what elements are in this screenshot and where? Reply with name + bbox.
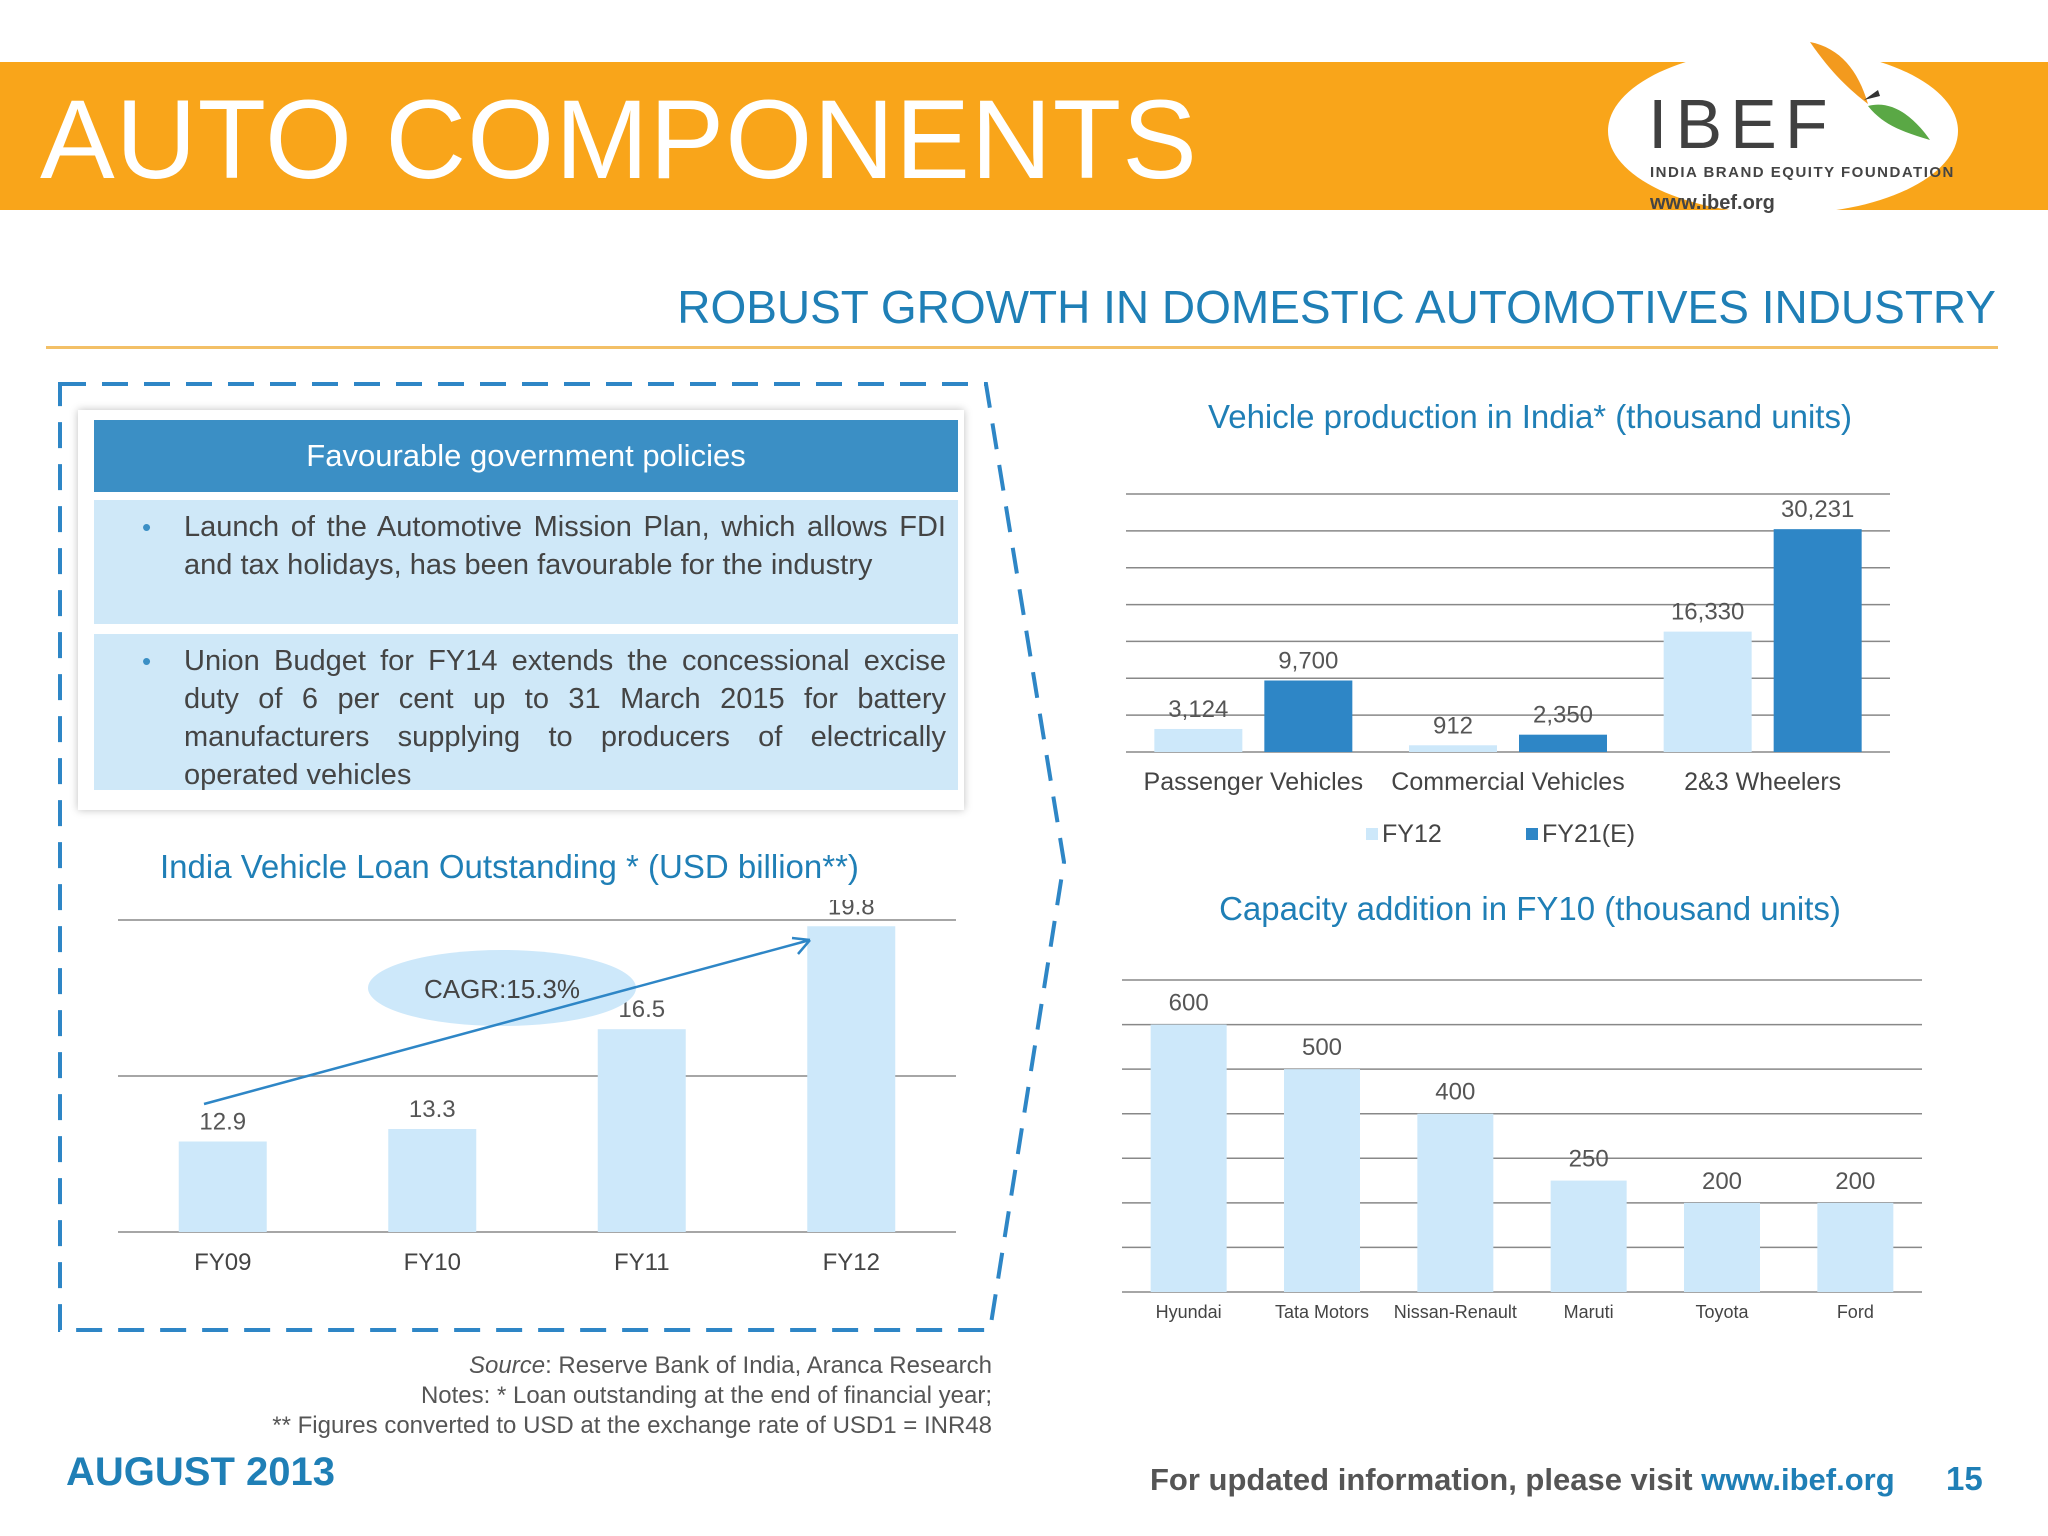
production-chart: 3,124 9,700 Passenger Vehicles 912 2,350 Comm…	[1126, 493, 1890, 848]
data-label: 30,231	[1781, 496, 1854, 523]
bar-fy12	[1409, 745, 1497, 752]
x-tick-label: Tata Motors	[1275, 1302, 1369, 1322]
x-tick-label: Nissan-Renault	[1394, 1302, 1517, 1322]
footer-visit: For updated information, please visit ww…	[1150, 1462, 1895, 1498]
data-label: 200	[1835, 1168, 1875, 1195]
capacity-chart-title: Capacity addition in FY10 (thousand unit…	[1219, 890, 1841, 927]
data-label: 13.3	[409, 1096, 456, 1123]
bar-fy12	[1663, 631, 1752, 752]
bullet-icon: •	[142, 512, 152, 542]
bar-fy21-e-	[1773, 529, 1862, 752]
policy-text: Union Budget for FY14 extends the conces…	[184, 645, 946, 791]
logo-wordmark: IBEF	[1648, 85, 1836, 163]
bird-logo-icon	[1810, 42, 1930, 140]
policy-text: Launch of the Automotive Mission Plan, w…	[184, 511, 946, 581]
data-label: 2,350	[1533, 702, 1593, 729]
bar	[1284, 1069, 1360, 1292]
x-tick-label: FY09	[194, 1249, 251, 1276]
x-tick-label: 2&3 Wheelers	[1684, 768, 1841, 796]
logo-tagline: INDIA BRAND EQUITY FOUNDATION	[1650, 164, 1955, 181]
bar	[597, 1029, 686, 1232]
subtitle-divider	[46, 346, 1998, 349]
section-subtitle: ROBUST GROWTH IN DOMESTIC AUTOMOTIVES IN…	[677, 281, 1996, 333]
policy-item: • Launch of the Automotive Mission Plan,…	[94, 500, 958, 624]
x-tick-label: FY12	[823, 1249, 880, 1276]
data-label: 19.8	[828, 900, 875, 920]
bar-fy21-e-	[1519, 734, 1607, 752]
bar	[388, 1129, 477, 1232]
bar	[1550, 1180, 1627, 1292]
bar	[1150, 1024, 1227, 1292]
x-tick-label: Commercial Vehicles	[1391, 768, 1624, 796]
bar	[178, 1141, 267, 1232]
data-label: 400	[1435, 1079, 1475, 1106]
data-label: 600	[1169, 990, 1209, 1017]
legend-swatch	[1366, 828, 1378, 840]
x-tick-label: FY10	[404, 1249, 461, 1276]
data-label: 9,700	[1278, 647, 1338, 674]
note-line-1: Notes: * Loan outstanding at the end of …	[420, 1382, 992, 1409]
x-tick-label: Passenger Vehicles	[1144, 768, 1364, 796]
legend-label: FY21(E)	[1542, 820, 1635, 848]
x-tick-label: Toyota	[1695, 1302, 1749, 1322]
bar	[1417, 1113, 1494, 1292]
source-note: Source: Reserve Bank of India, Aranca Re…	[200, 1352, 992, 1380]
source-text: : Reserve Bank of India, Aranca Research	[545, 1352, 992, 1379]
data-label: 16,330	[1671, 599, 1744, 626]
bar	[807, 926, 896, 1232]
legend-label: FY12	[1382, 820, 1442, 848]
data-label: 500	[1302, 1034, 1342, 1061]
page-number: 15	[1946, 1460, 1983, 1497]
footer-date: AUGUST 2013	[66, 1450, 335, 1494]
logo-url: www.ibef.org	[1650, 192, 1775, 214]
data-label: 200	[1702, 1168, 1742, 1195]
cagr-label: CAGR:15.3%	[424, 974, 580, 1004]
policy-item: • Union Budget for FY14 extends the conc…	[94, 634, 958, 791]
footer-visit-text: For updated information, please visit	[1150, 1462, 1702, 1497]
data-label: 912	[1433, 712, 1473, 739]
trend-arrow-head	[791, 936, 811, 955]
cagr-bubble	[368, 950, 636, 1026]
data-label: 3,124	[1168, 696, 1228, 723]
production-chart-title: Vehicle production in India* (thousand u…	[1208, 398, 1852, 435]
data-label: 12.9	[199, 1109, 246, 1136]
bar-fy12	[1154, 728, 1243, 752]
trend-arrow-line	[203, 938, 811, 1106]
capacity-chart: 600 Hyundai 500 Tata Motors 400 Nissan-Renaul…	[1122, 979, 1922, 1322]
loan-chart: 12.9FY0913.3FY1016.5FY1119.8FY12CAGR:15.…	[118, 900, 956, 1276]
note-line-2: ** Figures converted to USD at the excha…	[272, 1412, 992, 1439]
bar	[1817, 1202, 1894, 1292]
policy-heading: Favourable government policies	[94, 420, 958, 492]
x-tick-label: FY11	[614, 1249, 670, 1276]
x-tick-label: Maruti	[1564, 1302, 1614, 1322]
footer-link[interactable]: www.ibef.org	[1701, 1462, 1895, 1497]
data-label: 250	[1569, 1146, 1609, 1173]
page-title: AUTO COMPONENTS	[40, 77, 1198, 202]
bullet-icon: •	[142, 646, 152, 676]
bar-fy21-e-	[1264, 680, 1353, 752]
logo-background	[1608, 48, 1958, 214]
legend-swatch	[1526, 828, 1538, 840]
source-label: Source	[469, 1352, 546, 1379]
loan-chart-title: India Vehicle Loan Outstanding * (USD bi…	[160, 848, 859, 885]
x-tick-label: Ford	[1837, 1302, 1874, 1322]
x-tick-label: Hyundai	[1156, 1302, 1222, 1322]
bar	[1684, 1202, 1760, 1292]
